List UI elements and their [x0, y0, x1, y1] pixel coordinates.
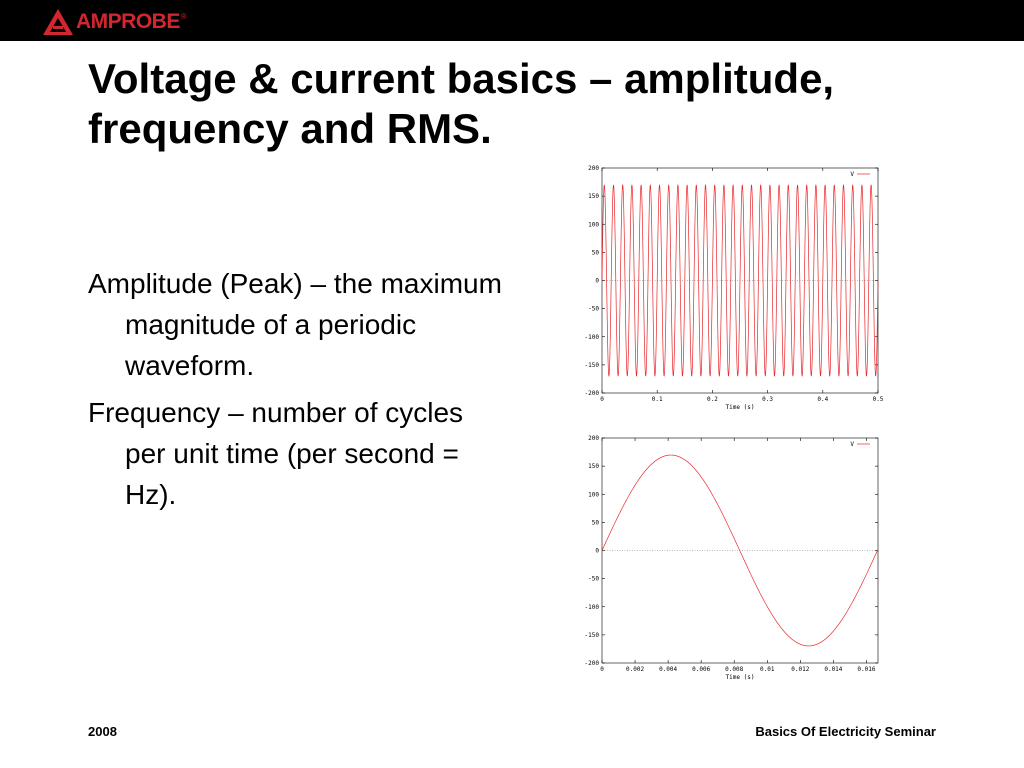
footer-title: Basics Of Electricity Seminar [755, 724, 936, 739]
x-axis-label: Time (s) [726, 404, 755, 410]
y-tick-label: -50 [588, 306, 599, 313]
y-tick-label: 150 [588, 193, 599, 200]
legend-label: V [850, 171, 854, 178]
x-tick-label: 0.01 [760, 666, 775, 673]
y-tick-label: 0 [595, 278, 599, 285]
header-bar: AMPROBE ® [0, 0, 1024, 41]
y-tick-label: 200 [588, 165, 599, 172]
y-tick-label: -100 [585, 604, 600, 611]
series-line-v [601, 184, 879, 377]
series-line-v [601, 454, 879, 647]
slide-title: Voltage & current basics – amplitude, fr… [88, 54, 988, 154]
x-tick-label: 0.1 [652, 396, 663, 403]
y-tick-label: 100 [588, 491, 599, 498]
y-tick-label: -200 [585, 660, 600, 667]
y-tick-label: -200 [585, 390, 600, 397]
y-tick-label: -150 [585, 362, 600, 369]
y-tick-label: -150 [585, 632, 600, 639]
y-tick-label: -100 [585, 334, 600, 341]
y-tick-label: -50 [588, 576, 599, 583]
bullet-frequency: Frequency – number of cycles per unit ti… [88, 397, 464, 510]
bullet-list: Amplitude (Peak) – the maximum magnitude… [88, 263, 508, 521]
y-tick-label: 100 [588, 221, 599, 228]
amprobe-triangle-icon [43, 9, 73, 35]
y-tick-label: 50 [592, 519, 600, 526]
waveform-chart-single-cycle: 200 150 100 50 0 -50 -100 -150 -200 0 0.002 0.004 0.… [568, 430, 886, 680]
legend-label: V [850, 441, 854, 448]
x-tick-label: 0.006 [692, 666, 710, 673]
y-tick-label: 0 [595, 548, 599, 555]
trademark-symbol: ® [180, 12, 187, 21]
x-tick-label: 0.2 [707, 396, 718, 403]
x-tick-label: 0.5 [873, 396, 884, 403]
footer-year: 2008 [88, 724, 117, 739]
x-tick-label: 0.004 [659, 666, 677, 673]
x-tick-label: 0.002 [626, 666, 644, 673]
x-axis-label: Time (s) [726, 674, 755, 680]
y-tick-label: 50 [592, 249, 600, 256]
x-tick-label: 0.008 [725, 666, 743, 673]
x-tick-label: 0.4 [817, 396, 828, 403]
x-tick-label: 0 [600, 396, 604, 403]
x-tick-label: 0.3 [762, 396, 773, 403]
x-tick-label: 0.016 [857, 666, 875, 673]
waveform-chart-long: 200 150 100 50 0 -50 -100 -150 -200 0 0.1 0.2 0.3 0.4… [568, 160, 886, 410]
y-tick-label: 200 [588, 435, 599, 442]
amprobe-logo: AMPROBE ® [42, 8, 187, 36]
x-tick-label: 0 [600, 666, 604, 673]
y-tick-label: 150 [588, 463, 599, 470]
brand-name: AMPROBE [76, 10, 180, 33]
slide-title-line: Voltage & current basics – amplitude, [88, 55, 835, 102]
x-tick-label: 0.012 [791, 666, 809, 673]
bullet-amplitude: Amplitude (Peak) – the maximum magnitude… [88, 268, 502, 381]
x-tick-label: 0.014 [824, 666, 842, 673]
slide-title-line: frequency and RMS. [88, 105, 492, 152]
